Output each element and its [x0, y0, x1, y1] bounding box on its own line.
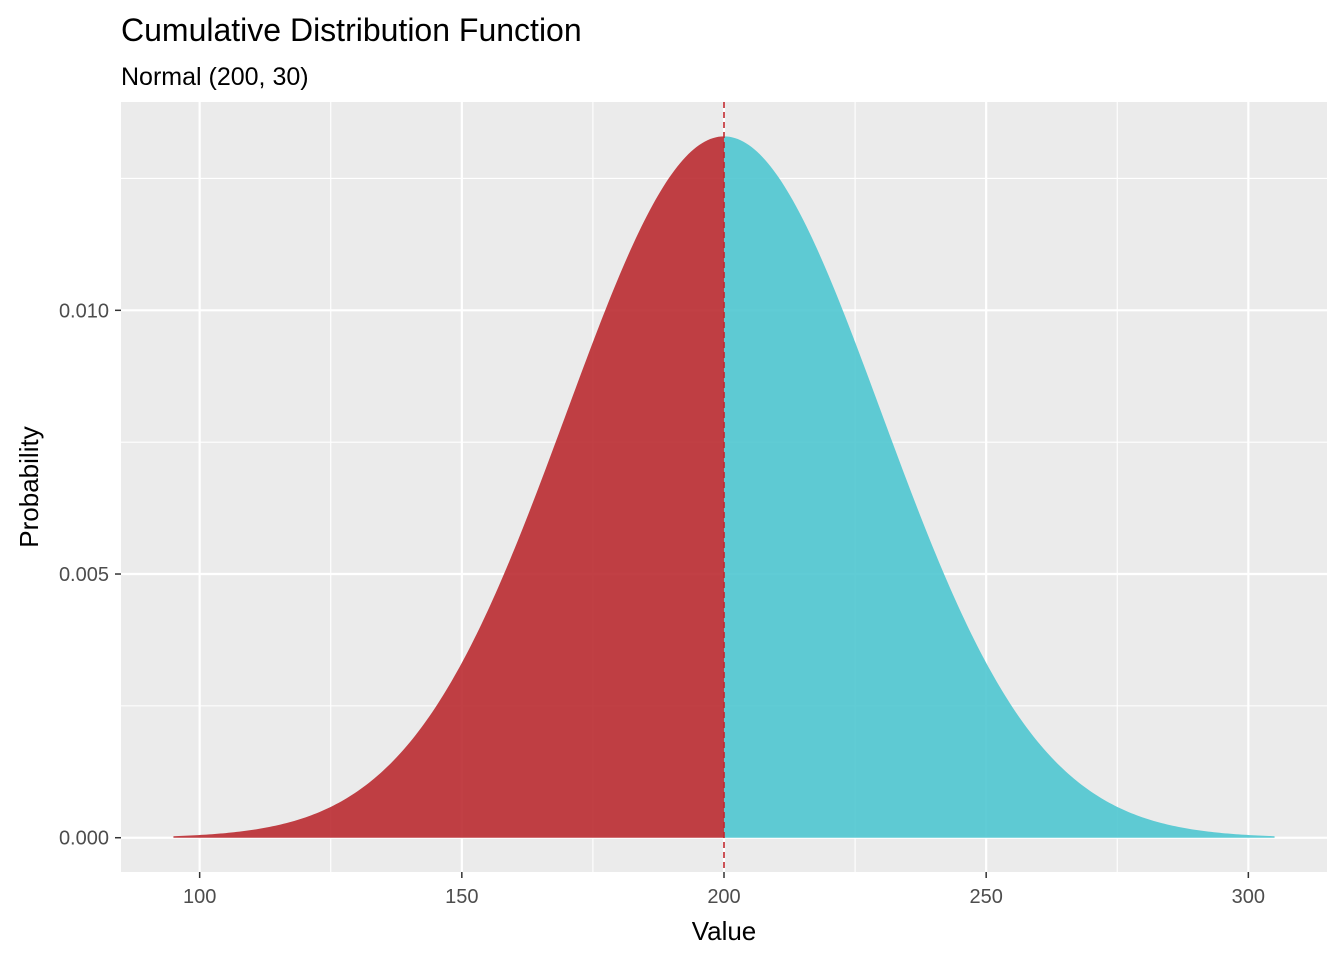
x-tick-label: 200 — [707, 886, 740, 908]
lower-tail-area — [173, 136, 724, 838]
x-tick-label: 250 — [969, 886, 1002, 908]
x-axis-title: Value — [692, 916, 757, 946]
chart-subtitle: Normal (200, 30) — [121, 63, 309, 91]
y-axis-title: Probability — [14, 426, 44, 547]
y-tick-label: 0.000 — [59, 828, 109, 850]
chart-title: Cumulative Distribution Function — [121, 12, 582, 48]
y-tick-label: 0.005 — [59, 564, 109, 586]
x-tick-label: 150 — [445, 886, 478, 908]
upper-tail-area — [724, 136, 1275, 838]
y-axis: 0.000 0.005 0.010 — [59, 300, 121, 850]
y-tick-label: 0.010 — [59, 300, 109, 322]
x-axis: 100 150 200 250 300 — [183, 872, 1265, 908]
density-areas — [173, 136, 1275, 838]
x-tick-label: 300 — [1232, 886, 1265, 908]
x-tick-label: 100 — [183, 886, 216, 908]
